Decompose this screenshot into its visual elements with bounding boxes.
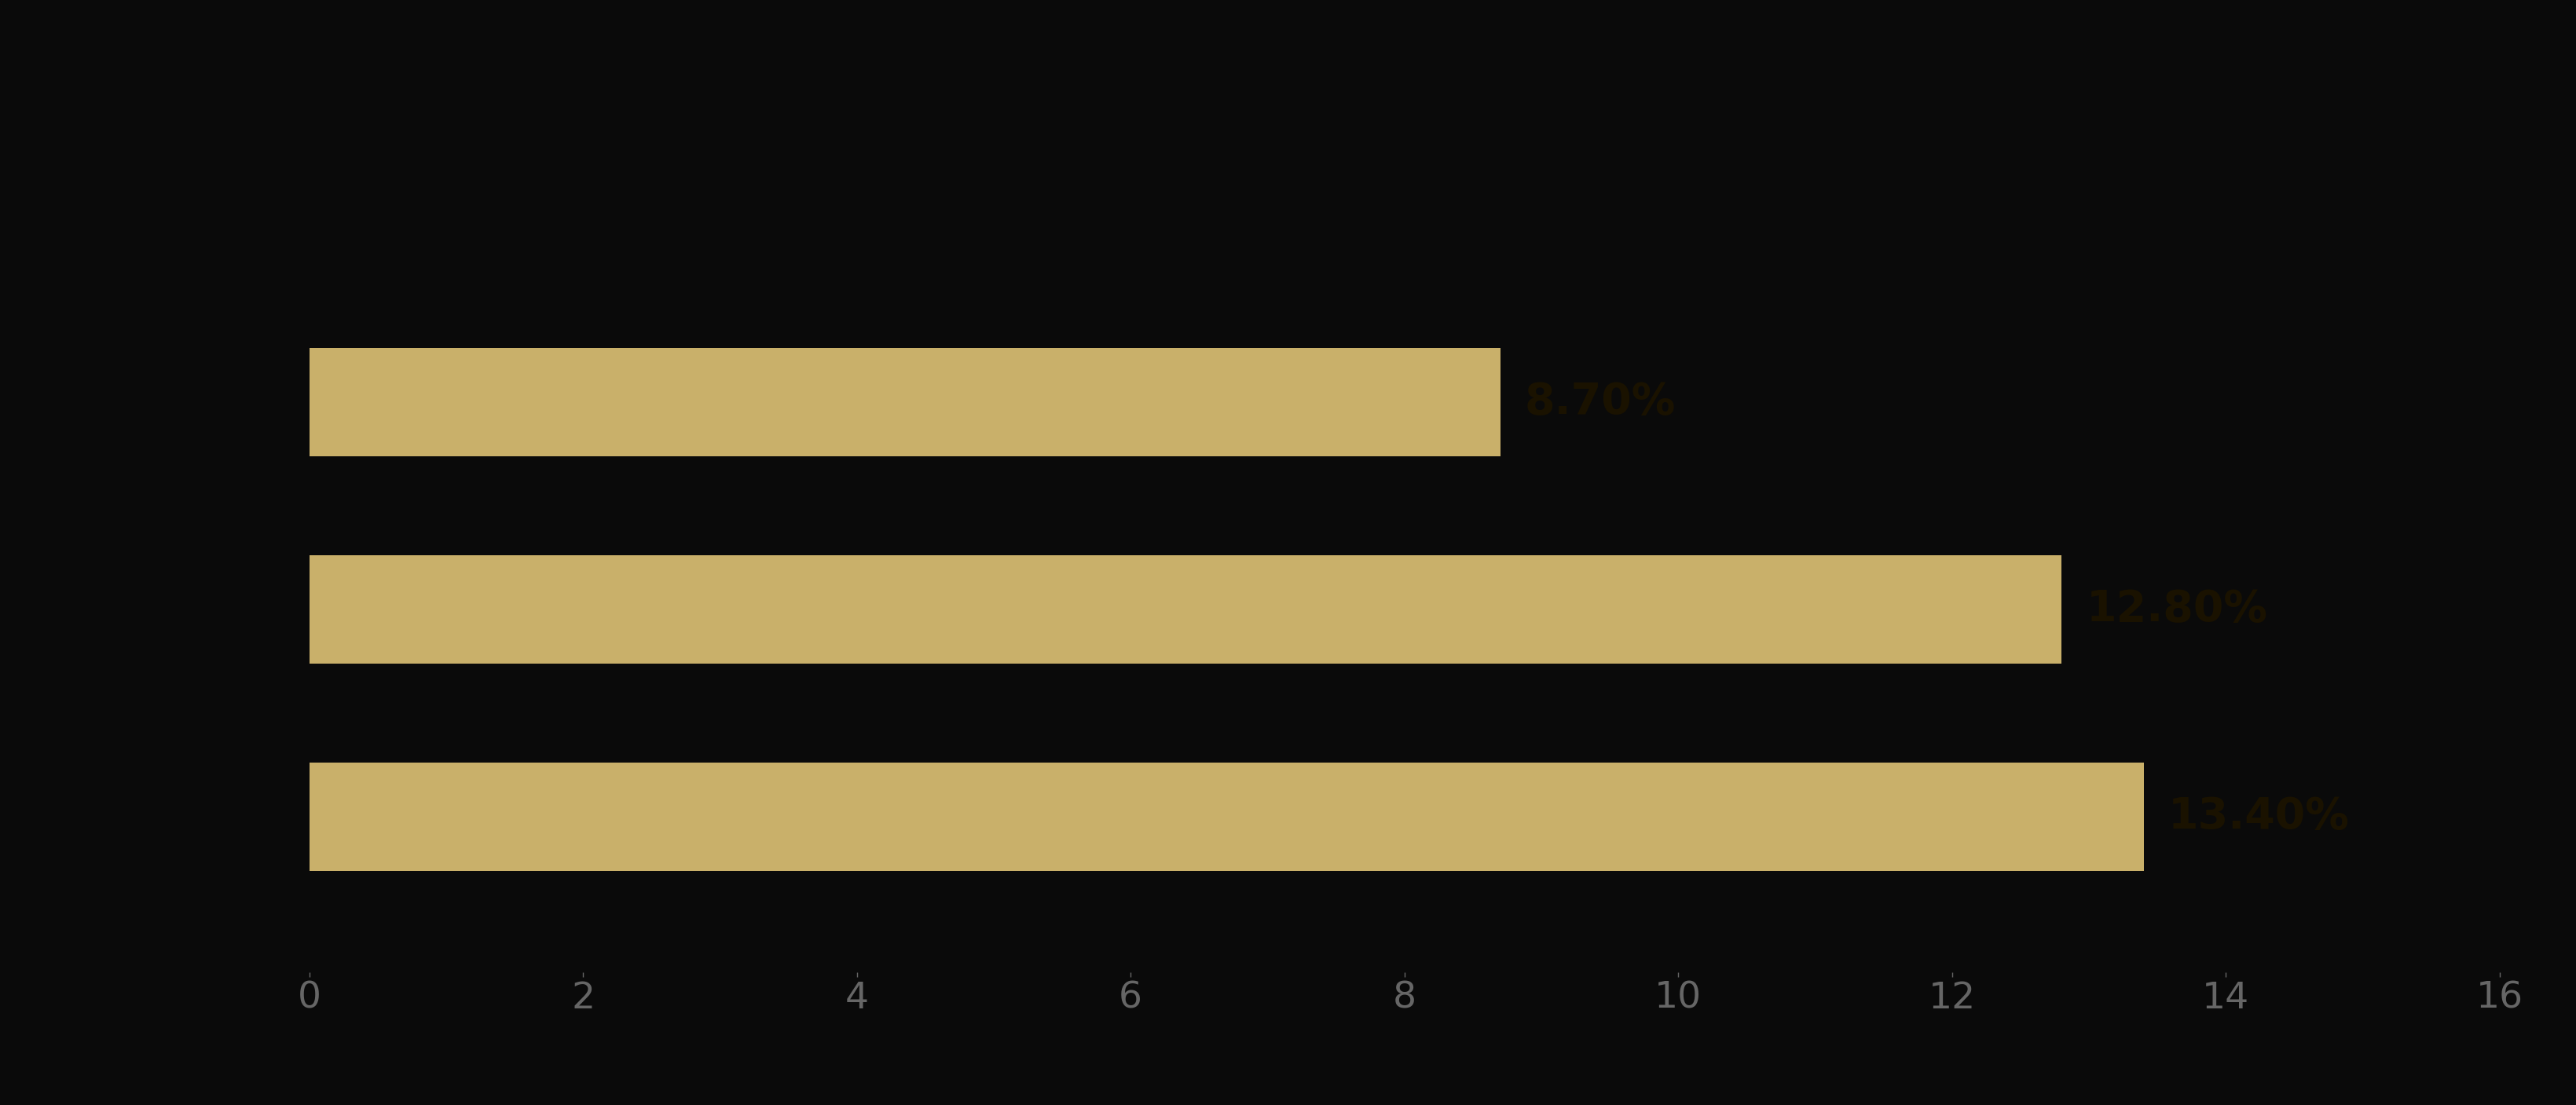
Text: 12.80%: 12.80% [2087, 588, 2267, 631]
Text: 13.40%: 13.40% [2166, 796, 2349, 838]
Bar [309, 556, 2061, 663]
Bar [309, 348, 1499, 456]
Text: 8.70%: 8.70% [1525, 381, 1674, 423]
Bar [309, 762, 2143, 871]
